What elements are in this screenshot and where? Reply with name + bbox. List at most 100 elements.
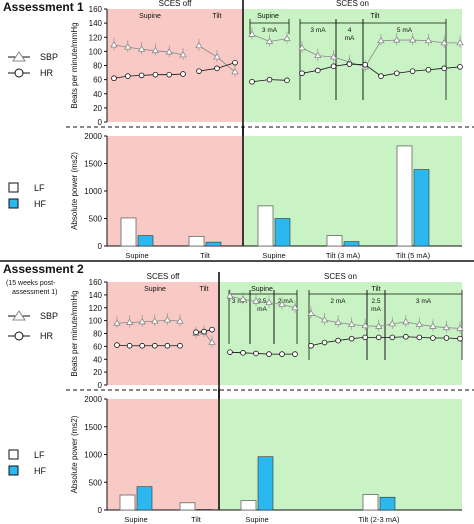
x-category-label: Supine [262,251,285,260]
sbp-point [424,36,433,44]
hr-point [266,351,272,357]
y-tick-label: 80 [93,62,102,71]
lf-bar [119,494,136,511]
hf-bar [343,241,360,247]
y-tick-label: 120 [89,33,103,42]
y-tick-label: 20 [93,104,102,113]
y-tick-label: 20 [93,368,102,377]
hr-point [164,342,171,349]
sbp-point [213,53,221,60]
segment-label: Tilt [370,13,379,20]
hr-point [193,329,199,336]
y-axis-label: Absolute power (ms2) [70,152,79,230]
assessment2-subtitle-line1: (15 weeks post- [6,280,56,287]
y-tick-label: 1000 [84,187,102,196]
bracket-label: 5 mA [397,27,413,34]
hr-point [201,328,207,335]
hr-point [126,342,133,349]
sbp-point [388,319,396,327]
bracket-label: mA [345,35,355,42]
hf-bar [136,486,153,511]
sbp-point [334,318,342,325]
y-tick-label: 140 [89,291,103,300]
sbp-point [124,43,132,50]
lf-bar [179,502,196,511]
hr-point [299,70,305,77]
sbp-point [408,36,417,43]
header-scces-on: SCES on [336,0,369,8]
hr-point [249,78,255,85]
sbp-point [151,46,160,54]
header-scces-on: SCES on [324,272,357,281]
legend-lf-label: LF [34,450,45,460]
hr-point [125,73,131,79]
assessment1-bar-panel: 0 500 1000 1500 2000 Absolute power (ms2) Supi… [70,126,462,260]
bracket-label: mA [257,306,267,313]
legend-a2-bars: LF HF [8,449,46,476]
bracket-label: mA [371,306,381,313]
hr-legend-marker [14,68,24,78]
sbp-point [402,317,410,325]
hr-point [284,77,290,84]
hr-point [152,71,159,78]
y-tick-label: 40 [93,355,102,364]
hr-point [362,334,368,341]
legend-hr-label: HR [40,331,53,341]
y-tick-label: 60 [93,76,102,85]
sbp-point [314,51,322,59]
segment-label: Tilt [199,286,208,293]
y-axis-label: Beats per minute/mmHg [70,290,79,376]
legend-a1-lines: SBP HR [8,51,58,78]
hr-point [266,76,273,83]
sbp-point [347,320,356,327]
sbp-legend-marker [12,310,26,321]
y-tick-label: 40 [93,90,102,99]
sbp-point [163,315,172,323]
scces-off-background [107,282,219,385]
assessment1-title: Assessment 1 [3,0,84,14]
sbp-point [278,300,286,307]
sbp-point [456,38,464,46]
y-tick-label: 120 [89,304,103,313]
segment-label: Tilt [212,13,221,20]
bracket-label: 2 mA [278,298,294,305]
scces-off-background [107,9,243,122]
segment-label: Supine [251,286,273,293]
y-tick-label: 1500 [84,423,102,432]
sbp-point [440,38,448,46]
hr-point [114,342,120,348]
lf-bar [188,235,205,247]
y-tick-label: 1500 [84,160,102,169]
hr-point [111,75,117,82]
sbp-point [429,322,437,329]
sbp-point [231,67,239,75]
hr-point [403,333,409,340]
lf-bar [396,145,413,247]
x-category-label: Supine [125,251,148,260]
legend-hr-label: HR [40,68,53,78]
scces-on-background [219,399,462,510]
hr-point [335,337,341,344]
y-tick-label: 2000 [84,132,102,141]
lf-legend-swatch [8,449,19,460]
x-category-label: Tilt (3 mA) [326,251,361,260]
hr-point [348,335,355,342]
sbp-point [176,317,184,324]
sbp-point [291,303,299,311]
hr-point [443,335,450,341]
legend-hf-label: HF [34,199,46,209]
assessment2-subtitle-line2: assessment 1) [12,289,58,296]
sbp-point [195,41,203,49]
lf-bar [120,217,137,247]
sbp-point [226,292,234,299]
sbp-point [375,322,383,329]
sbp-point [415,320,424,327]
sbp-point [110,41,118,48]
segment-label: Supine [144,286,166,293]
lf-bar [362,494,379,511]
sbp-point [298,43,306,51]
scces-on-background [243,9,462,122]
sbp-point [239,295,247,302]
hr-point [232,59,238,66]
y-tick-label: 160 [89,278,103,287]
